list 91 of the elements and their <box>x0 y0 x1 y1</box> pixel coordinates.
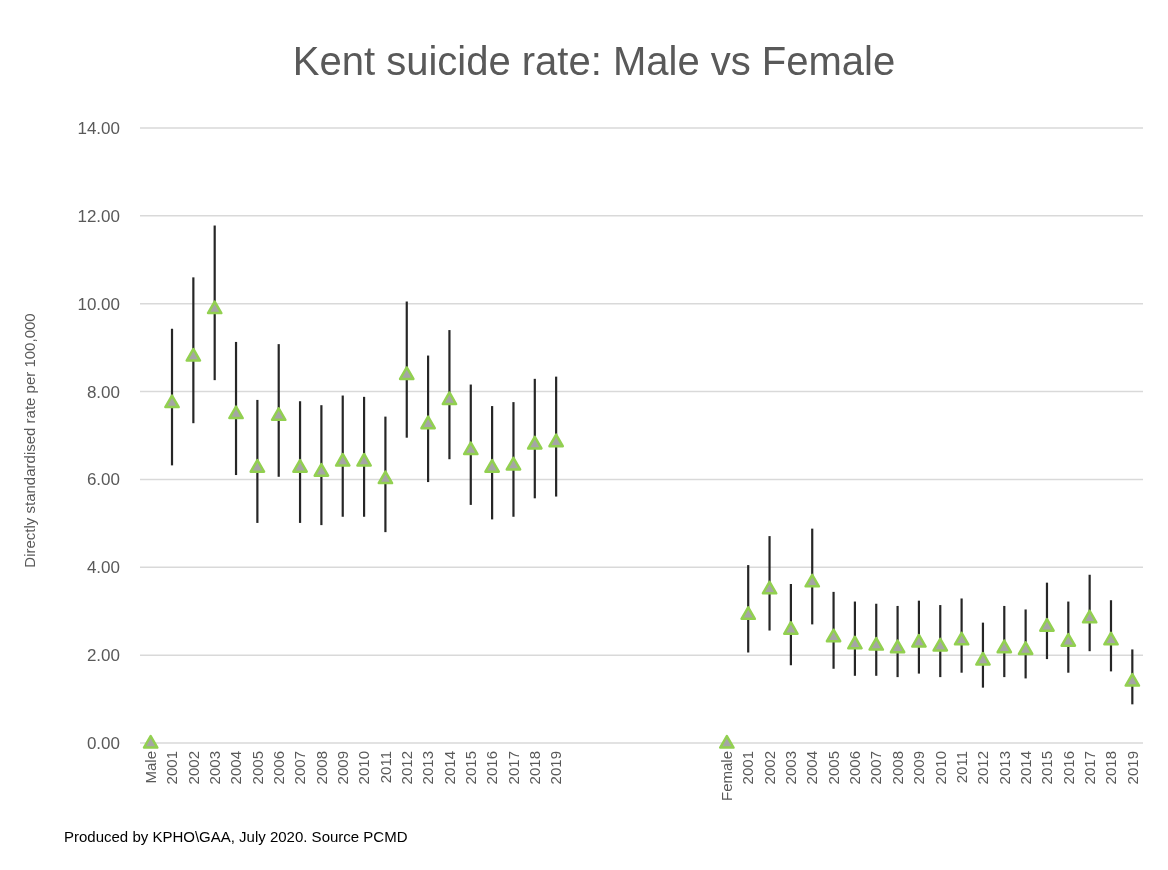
y-tick-label: 2.00 <box>86 646 120 666</box>
x-tick-label: 2016 <box>1059 751 1077 785</box>
x-tick-label: 2017 <box>1080 751 1098 785</box>
x-tick-label: 2019 <box>1123 751 1141 785</box>
point <box>1060 632 1077 647</box>
point <box>526 435 543 450</box>
x-tick-label: 2003 <box>205 751 223 785</box>
x-tick-label: 2007 <box>867 751 885 785</box>
point <box>142 734 159 749</box>
x-tick-label: 2015 <box>1038 751 1056 785</box>
y-tick-label: 14.00 <box>77 118 120 138</box>
point <box>270 407 287 422</box>
text: Produced by KPHO\GAA, July 2020. Source PCMD <box>64 828 408 845</box>
x-tick-label: 2006 <box>269 751 287 785</box>
point <box>206 300 223 315</box>
y-tick-label: 8.00 <box>86 382 120 402</box>
x-tick-label: 2001 <box>739 751 757 785</box>
x-tick-label: 2013 <box>419 751 437 785</box>
chart-title: Kent suicide rate: Male vs Female <box>292 39 896 83</box>
x-tick-label: 2002 <box>760 751 778 785</box>
x-tick-label: 2004 <box>803 751 821 785</box>
point <box>164 394 180 409</box>
point <box>804 573 821 588</box>
x-tick-label: 2006 <box>846 751 864 785</box>
point <box>548 433 565 448</box>
point <box>825 628 842 643</box>
x-tick-label: Female <box>718 751 736 802</box>
x-tick-label: 2013 <box>995 751 1013 785</box>
x-tick-label: 2014 <box>1016 751 1034 785</box>
point <box>313 462 330 477</box>
x-tick-label: 2005 <box>824 751 842 785</box>
point <box>740 606 757 621</box>
point <box>398 366 415 381</box>
point <box>953 631 970 646</box>
point <box>889 639 906 654</box>
point <box>334 452 351 467</box>
y-tick-label: 10.00 <box>77 294 120 314</box>
x-tick-label: 2008 <box>888 751 906 785</box>
x-tick-label: 2007 <box>291 751 309 785</box>
x-tick-label: 2004 <box>227 751 245 785</box>
point <box>484 458 501 473</box>
point <box>441 391 458 406</box>
x-tick-label: 2010 <box>931 751 949 785</box>
x-tick-label: 2011 <box>376 751 394 784</box>
point <box>1103 631 1119 646</box>
point <box>185 347 202 362</box>
point <box>505 456 522 471</box>
point <box>996 639 1013 654</box>
x-tick-label: 2016 <box>483 751 501 785</box>
y-axis-title: Directly standardised rate per 100,000 <box>21 313 38 568</box>
y-tick-label: 0.00 <box>86 733 120 753</box>
point <box>249 458 266 473</box>
point <box>292 458 308 473</box>
x-tick-label: 2012 <box>974 751 992 785</box>
point <box>377 470 394 485</box>
point <box>782 620 799 636</box>
point <box>356 452 372 467</box>
x-tick-label: 2018 <box>1102 751 1120 785</box>
x-tick-label: 2001 <box>163 751 181 785</box>
y-tick-label: 4.00 <box>86 558 120 578</box>
x-tick-label: 2011 <box>952 751 970 784</box>
point <box>462 441 479 456</box>
y-tick-label: 12.00 <box>77 206 120 226</box>
point <box>718 734 735 749</box>
x-tick-label: 2002 <box>184 751 202 785</box>
point <box>868 636 885 651</box>
x-tick-label: 2018 <box>526 751 544 785</box>
x-tick-label: 2009 <box>333 751 351 785</box>
point <box>975 651 991 666</box>
point <box>1039 617 1055 632</box>
x-tick-label: 2019 <box>547 751 565 785</box>
point <box>847 635 863 650</box>
x-tick-label: 2003 <box>782 751 800 785</box>
point <box>1081 609 1098 624</box>
x-tick-label: 2017 <box>504 751 522 785</box>
y-tick-label: 6.00 <box>86 470 120 490</box>
point <box>1124 672 1141 687</box>
point <box>911 633 927 648</box>
point <box>228 405 244 420</box>
x-tick-label: 2014 <box>440 751 458 785</box>
x-tick-label: 2012 <box>398 751 416 785</box>
x-tick-label: 2015 <box>462 751 480 785</box>
point <box>1017 641 1034 656</box>
x-tick-label: 2005 <box>248 751 266 785</box>
x-tick-label: 2009 <box>910 751 928 785</box>
x-tick-label: 2008 <box>312 751 330 785</box>
point <box>932 637 949 652</box>
x-tick-label: Male <box>141 751 159 784</box>
x-tick-label: 2010 <box>355 751 373 785</box>
point <box>420 415 436 430</box>
point <box>761 580 778 595</box>
